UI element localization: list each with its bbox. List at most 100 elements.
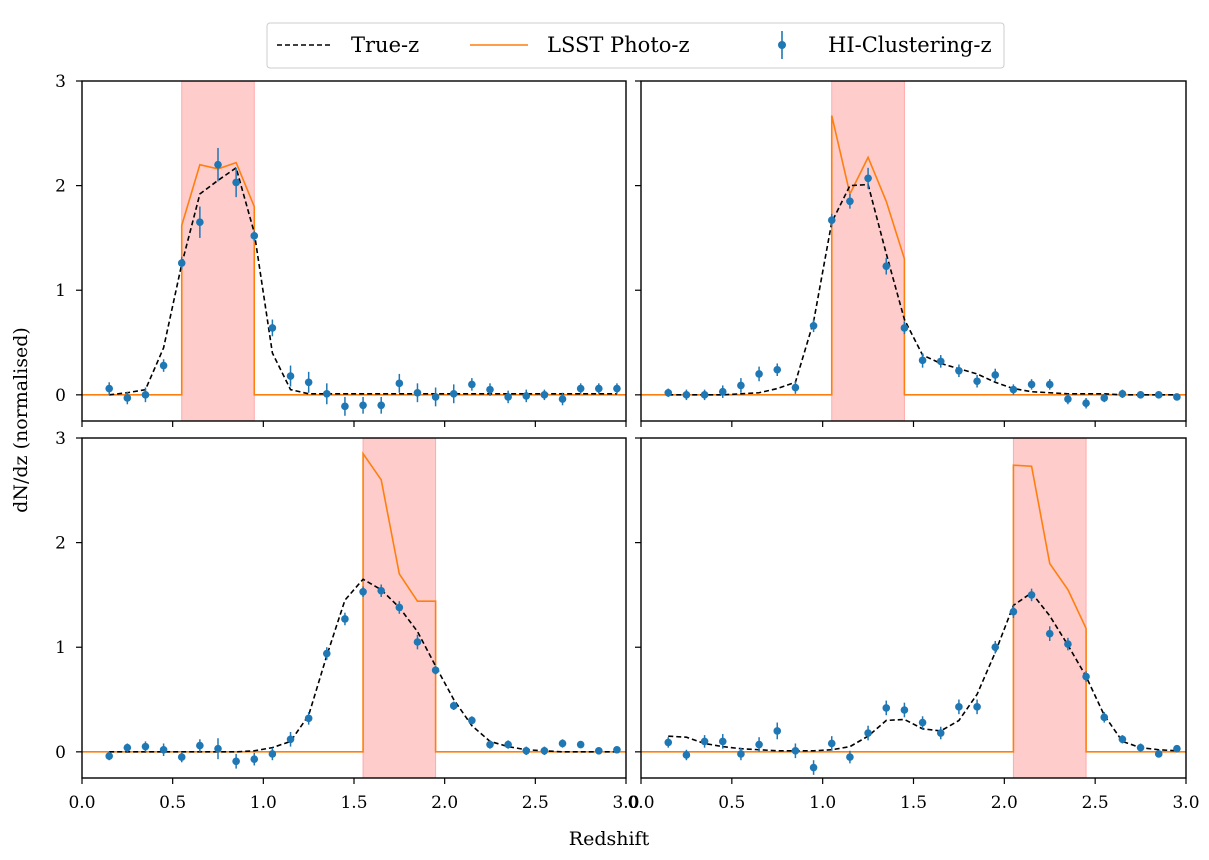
- panel-top-right: [635, 80, 1187, 427]
- legend-hi-z-label: HI-Clustering-z: [828, 33, 992, 57]
- hi-z-point: [449, 390, 458, 398]
- hi-z-point: [1173, 393, 1181, 401]
- y-tick-label: 3: [55, 429, 66, 449]
- hi-z-point: [1064, 395, 1072, 403]
- x-tick-label: 2.5: [522, 793, 549, 813]
- y-tick-label: 0: [55, 743, 66, 763]
- x-tick-label: 3.0: [1172, 793, 1199, 813]
- hi-z-point: [864, 729, 872, 737]
- hi-z-point: [613, 745, 621, 754]
- hi-z-point: [737, 750, 745, 758]
- redshift-bin-band: [831, 81, 905, 421]
- x-tick-label: 2.0: [991, 793, 1018, 813]
- x-tick-label: 0.0: [68, 793, 95, 813]
- x-tick-label: 3.0: [612, 793, 639, 813]
- hi-z-point: [141, 742, 150, 751]
- hi-z-point: [1009, 607, 1018, 616]
- hi-z-point: [864, 174, 872, 183]
- hi-z-point: [846, 197, 854, 206]
- hi-z-point: [595, 747, 603, 755]
- panel-frame: [81, 437, 627, 779]
- x-tick-label: 1.0: [809, 793, 836, 813]
- panel-bottom-left: 0.0 0.5 1.0 1.5 2.0 2.5 3.0 0 1 2 3: [55, 429, 639, 813]
- hi-z-point: [918, 356, 927, 365]
- hi-z-point: [504, 393, 512, 401]
- plot-area: [641, 438, 1186, 778]
- hi-z-point: [1082, 399, 1090, 408]
- hi-z-point: [304, 378, 313, 387]
- hi-z-point: [1154, 750, 1163, 758]
- legend-true-z-label: True-z: [351, 33, 419, 57]
- hi-z-point: [377, 401, 386, 410]
- hi-z-point: [918, 718, 927, 727]
- redshift-bin-band: [181, 81, 255, 421]
- hi-z-point: [936, 357, 945, 366]
- hi-z-point: [682, 751, 691, 759]
- hi-z-point: [268, 750, 277, 758]
- hi-z-point: [431, 393, 440, 401]
- y-axis-label: dN/dz (normalised): [10, 327, 32, 513]
- hi-z-point: [341, 402, 349, 411]
- hi-z-point: [682, 391, 691, 399]
- hi-z-point: [1118, 735, 1127, 744]
- x-tick-label: 0.5: [718, 793, 745, 813]
- hi-z-point: [468, 380, 476, 389]
- hi-z-point: [268, 324, 277, 332]
- x-axis-label: Redshift: [569, 828, 650, 850]
- x-tick-label: 2.5: [1082, 793, 1109, 813]
- hi-z-point: [250, 755, 259, 763]
- hi-z-point: [105, 384, 113, 393]
- x-tick-label: 1.5: [900, 793, 927, 813]
- y-tick-label: 1: [55, 638, 66, 658]
- x-tick-label: 0.0: [627, 793, 654, 813]
- hi-z-point: [576, 740, 585, 749]
- panel-bottom-right: 0.0 0.5 1.0 1.5 2.0 2.5 3.0: [627, 437, 1200, 813]
- legend-frame: [266, 22, 1005, 69]
- hi-z-point: [882, 262, 891, 270]
- panel-frame: [640, 437, 1187, 779]
- hi-z-point: [232, 178, 240, 187]
- panels-layer: 0 1 2 3 0.0 0.5 1.0 1.5 2.0 2.5 3.0 0 1 2 3 0.0 0.5 1.0 1.…: [55, 72, 1199, 813]
- hi-z-point: [286, 735, 295, 744]
- y-tick-label: 3: [55, 72, 66, 92]
- hi-z-point: [250, 232, 259, 240]
- hi-z-point: [664, 388, 673, 397]
- series-true-z-line: [109, 166, 617, 396]
- panel-top-left: 0 1 2 3: [55, 72, 627, 427]
- hi-z-point: [700, 737, 709, 746]
- hi-z-point: [359, 401, 367, 410]
- hi-z-point: [196, 741, 204, 750]
- x-tick-label: 2.0: [431, 793, 458, 813]
- hi-z-point: [755, 370, 763, 378]
- hi-z-point: [377, 586, 386, 595]
- hi-z-point: [558, 739, 567, 748]
- legend-hi-z-swatch-marker: [778, 41, 786, 49]
- hi-z-point: [827, 216, 836, 224]
- y-tick-label: 0: [55, 386, 66, 406]
- hi-z-point: [700, 391, 709, 399]
- hi-z-point: [395, 379, 404, 388]
- hi-z-point: [1027, 591, 1036, 599]
- hi-z-point: [214, 160, 222, 169]
- hi-z-point: [196, 218, 204, 227]
- x-tick-label: 1.0: [250, 793, 277, 813]
- hi-z-point: [1045, 629, 1054, 638]
- y-tick-label: 2: [55, 177, 66, 197]
- hi-z-point: [123, 743, 132, 752]
- legend: True-z LSST Photo-z HI-Clustering-z: [266, 22, 1005, 69]
- hi-z-point: [1100, 713, 1109, 722]
- hi-z-point: [955, 703, 963, 711]
- hi-z-point: [613, 384, 621, 393]
- panel-frame: [640, 80, 1187, 422]
- hi-z-point: [504, 740, 512, 749]
- hi-z-point: [105, 752, 113, 760]
- hi-z-point: [718, 387, 727, 396]
- hi-z-point: [1045, 380, 1054, 389]
- hi-z-point: [214, 744, 222, 753]
- hi-z-point: [123, 394, 132, 402]
- hi-z-point: [486, 385, 494, 394]
- hi-z-point: [791, 747, 800, 755]
- plot-area: [82, 81, 626, 421]
- hi-z-point: [1154, 391, 1163, 399]
